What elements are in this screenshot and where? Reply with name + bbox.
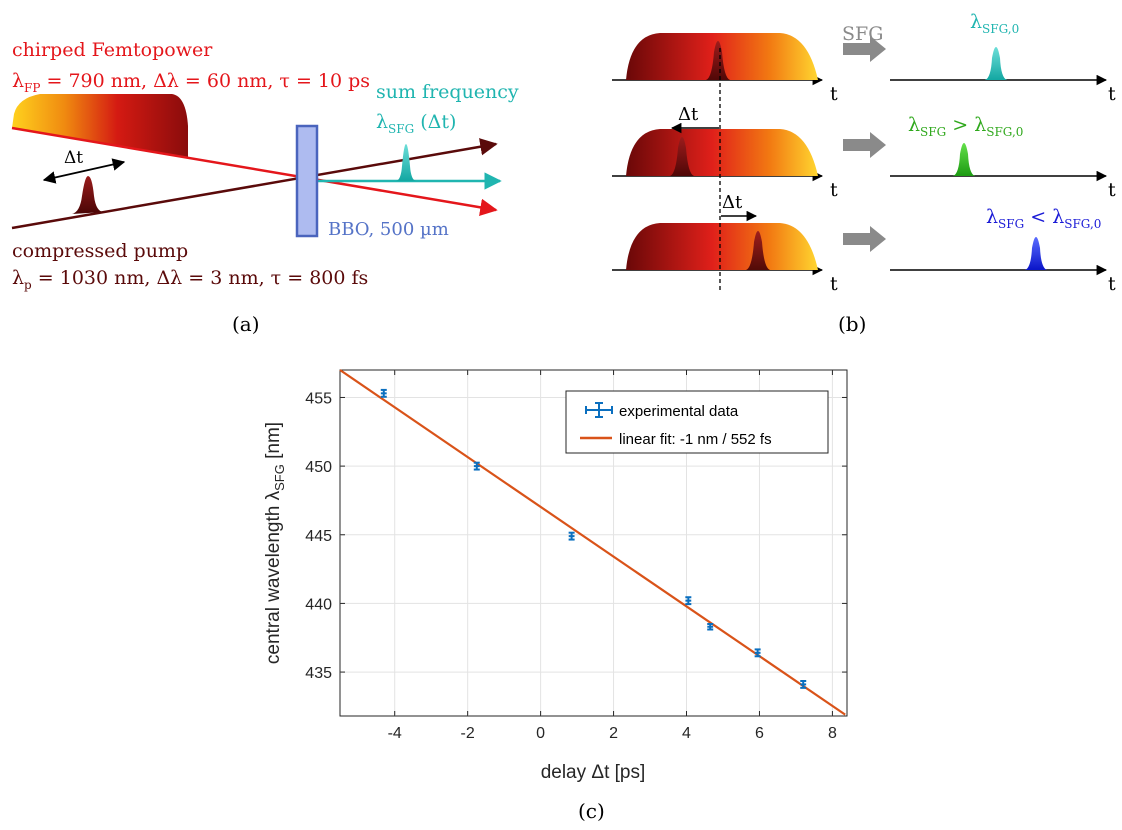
legend-fit-label: linear fit: -1 nm / 552 fs [619, 431, 772, 448]
x-tick-label: -4 [388, 725, 402, 742]
y-tick-label: 435 [305, 665, 332, 682]
delay-indicator: Δt [721, 192, 758, 222]
data-point [568, 531, 575, 541]
femtopower-title: chirped Femtopower [12, 39, 213, 61]
data-points-group [380, 388, 807, 689]
bbo-label: BBO, 500 µm [328, 219, 449, 240]
x-tick-label: 0 [536, 725, 545, 742]
sfg-lambda-label: λSFG (Δt) [376, 111, 456, 136]
femtopower-params: λFP = 790 nm, Δλ = 60 nm, τ = 10 ps [12, 70, 370, 95]
panel-b-label: (b) [838, 312, 866, 336]
panel-a-label: (a) [232, 312, 260, 336]
x-tick-label: 6 [755, 725, 764, 742]
panel-b-row: t t λSFG < λSFG,0 [612, 206, 1116, 295]
legend: experimental data linear fit: -1 nm / 55… [565, 390, 829, 454]
x-tick-label: 2 [609, 725, 618, 742]
chirped-pulse-shape [12, 94, 188, 158]
pump-beam-arrow [11, 138, 498, 230]
sfg-wavelength-label: λSFG < λSFG,0 [986, 206, 1101, 231]
sfg-arrow-label: SFG [842, 23, 883, 45]
pump-pulse-shape [746, 231, 770, 270]
sum-frequency-title: sum frequency [376, 81, 519, 103]
data-point [685, 596, 692, 606]
delay-indicator: Δt [670, 104, 719, 134]
x-tick-label: -2 [461, 725, 475, 742]
y-tick-label: 455 [305, 390, 332, 407]
panel-b-row: t SFG t λSFG,0 [612, 11, 1116, 105]
delay-arrow [42, 158, 126, 184]
time-axis-label: t [1108, 83, 1116, 105]
legend-box [565, 390, 829, 454]
time-axis-label: t [1108, 179, 1116, 201]
pump-params: λp = 1030 nm, Δλ = 3 nm, τ = 800 fs [12, 267, 368, 292]
legend-data-label: experimental data [619, 403, 739, 420]
time-axis-label: t [830, 83, 838, 105]
sfg-output-pulse [1025, 237, 1047, 270]
femtopower-beam-arrow [11, 126, 498, 216]
sfg-wavelength-label: λSFG,0 [970, 11, 1019, 36]
time-axis-label: t [830, 273, 838, 295]
x-tick-label: 4 [682, 725, 691, 742]
sfg-output-pulse [985, 47, 1007, 80]
delay-label: Δt [722, 192, 743, 213]
axis-ticks: -4 -2 0 2 4 6 8 435 440 445 450 455 [305, 370, 847, 742]
data-point [754, 648, 761, 658]
y-axis-label: central wavelength λSFG [nm] [263, 422, 287, 664]
sfg-process-arrow [843, 36, 886, 62]
delay-label: Δt [678, 104, 699, 125]
panel-c-label: (c) [578, 799, 605, 823]
sfg-process-arrow [843, 226, 886, 252]
x-axis-label: delay Δt [ps] [541, 762, 646, 783]
chirped-pulse-shape [626, 223, 818, 270]
panel-b: t SFG t λSFG,0 t t λSFG > λSFG,0 t t λSFG < λSFG,… [612, 11, 1116, 336]
panel-a: chirped Femtopower λFP = 790 nm, Δλ = 60… [11, 39, 519, 336]
data-point [380, 388, 387, 398]
data-point [707, 623, 714, 631]
pump-title: compressed pump [12, 240, 188, 262]
y-tick-label: 445 [305, 528, 332, 545]
pump-pulse-shape [670, 137, 694, 176]
sfg-output-pulse [953, 143, 975, 176]
delay-label: Δt [64, 148, 83, 168]
x-tick-label: 8 [828, 725, 837, 742]
pump-pulse-shape [72, 176, 104, 214]
y-tick-label: 440 [305, 596, 332, 613]
chirped-pulse-shape [626, 129, 818, 176]
panel-c: -4 -2 0 2 4 6 8 435 440 445 450 455 experimental da… [263, 369, 848, 823]
panel-b-row: t t λSFG > λSFG,0 [612, 114, 1116, 201]
time-axis-label: t [1108, 273, 1116, 295]
sfg-pulse-shape [396, 144, 416, 181]
fit-line-group [339, 369, 846, 716]
sfg-wavelength-label: λSFG > λSFG,0 [908, 114, 1023, 139]
time-axis-label: t [830, 179, 838, 201]
y-tick-label: 450 [305, 459, 332, 476]
data-point [800, 679, 807, 689]
pump-pulse-shape [706, 41, 730, 80]
bbo-crystal [295, 124, 319, 238]
fit-line [339, 369, 846, 716]
legend-marker-data [585, 402, 613, 418]
data-point [473, 461, 480, 471]
sfg-process-arrow [843, 132, 886, 158]
